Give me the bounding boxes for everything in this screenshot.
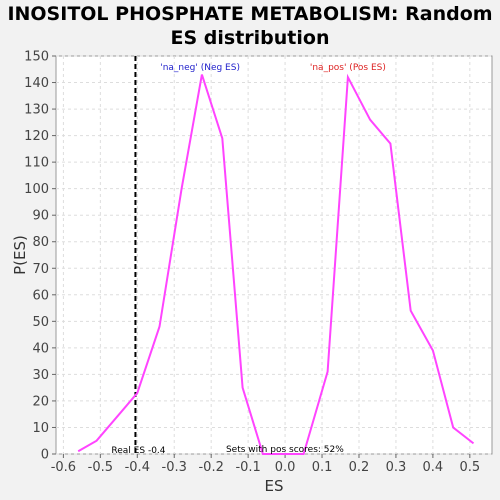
pos-scores-label: Sets with pos scores: 52%: [226, 445, 344, 455]
real-es-label: Real ES -0.4: [111, 446, 165, 456]
plot-area: [55, 55, 493, 455]
chart-title-line-2: ES distribution: [170, 27, 330, 49]
x-tick-label: 0.3: [386, 460, 407, 475]
x-tick-label: -0.2: [198, 460, 223, 475]
x-tick-label: 0.0: [275, 460, 296, 475]
series-line: [77, 73, 475, 455]
y-tick-label: 130: [24, 103, 49, 118]
x-tick-label: -0.4: [125, 460, 150, 475]
x-tick-label: 0.2: [349, 460, 370, 475]
x-axis-ticks: -0.6 -0.5 -0.4 -0.3 -0.2 -0.1 0.0 0.1 0.2 0.3 0.4 0…: [51, 454, 480, 475]
grid-lines: [56, 55, 492, 455]
chart-title: INOSITOL PHOSPHATE METABOLISM: Random ES…: [0, 2, 500, 50]
x-tick-label: 0.4: [423, 460, 444, 475]
x-axis-title: ES: [265, 477, 284, 495]
y-tick-label: 140: [24, 76, 49, 91]
y-axis-ticks: 0 10 20 30 40 50 60 70 80 90 100 110 120 130 140 150: [24, 50, 56, 463]
y-tick-label: 80: [32, 235, 49, 250]
y-tick-label: 30: [32, 368, 49, 383]
pos-es-label: 'na_pos' (Pos ES): [310, 63, 386, 73]
y-tick-label: 40: [32, 341, 49, 356]
x-tick-label: 0.1: [312, 460, 333, 475]
x-tick-label: -0.3: [162, 460, 187, 475]
y-tick-label: 10: [32, 421, 49, 436]
x-tick-label: -0.6: [51, 460, 76, 475]
y-tick-label: 110: [24, 156, 49, 171]
y-tick-label: 90: [32, 209, 49, 224]
y-tick-label: 0: [41, 448, 49, 463]
y-tick-label: 150: [24, 50, 49, 65]
x-tick-label: -0.1: [235, 460, 260, 475]
y-tick-label: 100: [24, 182, 49, 197]
x-tick-label: -0.5: [88, 460, 113, 475]
y-axis-title: P(ES): [11, 235, 29, 275]
y-tick-label: 60: [32, 288, 49, 303]
neg-es-label: 'na_neg' (Neg ES): [160, 63, 240, 73]
chart-title-line-1: INOSITOL PHOSPHATE METABOLISM: Random: [7, 3, 493, 25]
y-tick-label: 50: [32, 315, 49, 330]
x-tick-label: 0.5: [459, 460, 480, 475]
y-tick-label: 70: [32, 262, 49, 277]
y-tick-label: 120: [24, 129, 49, 144]
y-tick-label: 20: [32, 394, 49, 409]
